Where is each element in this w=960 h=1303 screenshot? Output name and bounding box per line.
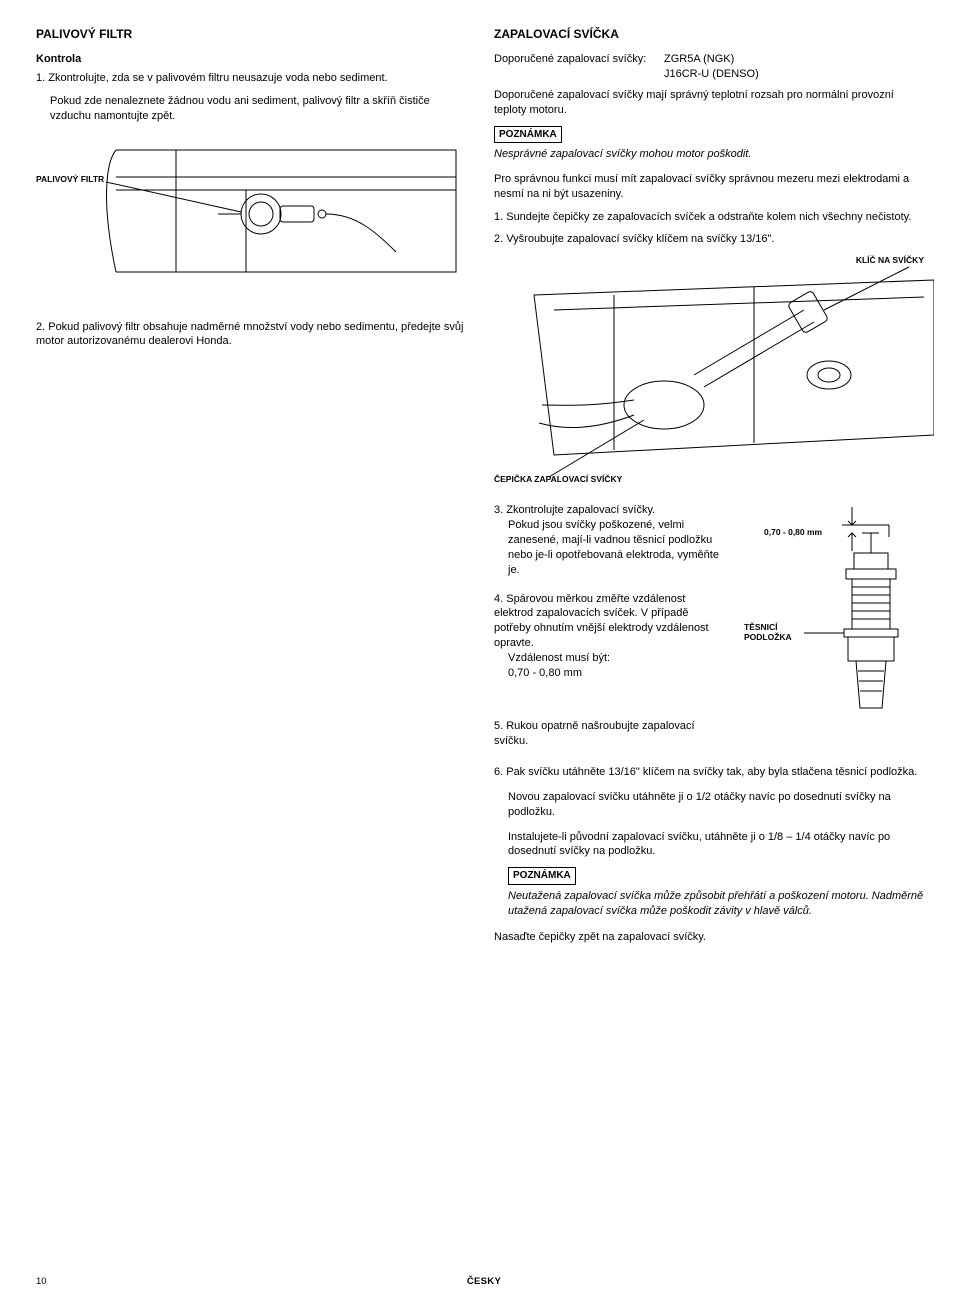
- right-step-6b: Novou zapalovací svíčku utáhněte ji o 1/…: [494, 790, 924, 820]
- two-column-layout: PALIVOVÝ FILTR Kontrola 1. Zkontrolujte,…: [36, 26, 924, 953]
- note-box-1: POZNÁMKA: [494, 126, 562, 144]
- wrench-label: KLÍČ NA SVÍČKY: [856, 255, 924, 266]
- page-number: 10: [36, 1276, 47, 1289]
- gap-value-label: 0,70 - 0,80 mm: [764, 527, 822, 538]
- note-text-2: Neutažená zapalovací svíčka může způsobi…: [508, 889, 924, 919]
- note-box-2: POZNÁMKA: [508, 867, 576, 885]
- right-step-1: 1. Sundejte čepičky ze zapalovacích svíč…: [494, 210, 924, 225]
- left-column: PALIVOVÝ FILTR Kontrola 1. Zkontrolujte,…: [36, 26, 466, 953]
- right-step-7: Nasaďte čepičky zpět na zapalovací svíčk…: [494, 930, 924, 945]
- right-step-6c: Instalujete-li původní zapalovací svíčku…: [494, 830, 924, 860]
- right-p1: Doporučené zapalovací svíčky mají správn…: [494, 88, 924, 118]
- left-step-1a: 1. Zkontrolujte, zda se v palivovém filt…: [36, 71, 466, 86]
- right-step-4c: 0,70 - 0,80 mm: [494, 666, 726, 681]
- spark-plug-heading: ZAPALOVACÍ SVÍČKA: [494, 26, 924, 42]
- right-step-5: 5. Rukou opatrně našroubujte zapalovací …: [494, 719, 724, 749]
- wrench-svg: [494, 255, 934, 485]
- recommended-plugs-row: Doporučené zapalovací svíčky: ZGR5A (NGK…: [494, 52, 924, 82]
- fuel-filter-heading: PALIVOVÝ FILTR: [36, 26, 466, 42]
- rec-val-2: J16CR-U (DENSO): [664, 68, 759, 80]
- fuel-filter-figure: PALIVOVÝ FILTR: [36, 132, 466, 302]
- footer-language: ČESKY: [467, 1276, 501, 1289]
- note-text-1: Nesprávné zapalovací svíčky mohou motor …: [494, 147, 924, 162]
- left-step-2: 2. Pokud palivový filtr obsahuje nadměrn…: [36, 320, 466, 350]
- fuel-filter-fig-label: PALIVOVÝ FILTR: [36, 174, 104, 185]
- recommended-label: Doporučené zapalovací svíčky:: [494, 52, 664, 82]
- right-step-3b: Pokud jsou svíčky poškozené, velmi zanes…: [494, 518, 726, 577]
- recommended-values: ZGR5A (NGK) J16CR-U (DENSO): [664, 52, 759, 82]
- step3-block: 3. Zkontrolujte zapalovací svíčky. Pokud…: [494, 503, 924, 713]
- left-step-1b: Pokud zde nenaleznete žádnou vodu ani se…: [36, 94, 466, 124]
- right-step-4b: Vzdálenost musí být:: [494, 651, 726, 666]
- washer-label: TĚSNICÍ PODLOŽKA: [744, 623, 804, 642]
- right-step-2: 2. Vyšroubujte zapalovací svíčky klíčem …: [494, 232, 924, 247]
- cap-label: ČEPIČKA ZAPALOVACÍ SVÍČKY: [494, 474, 622, 485]
- rec-val-1: ZGR5A (NGK): [664, 53, 734, 65]
- right-column: ZAPALOVACÍ SVÍČKA Doporučené zapalovací …: [494, 26, 924, 953]
- fuel-filter-svg: [36, 132, 466, 302]
- check-subheading: Kontrola: [36, 52, 466, 67]
- page-footer: 10 ČESKY .: [36, 1276, 924, 1289]
- right-step-4a: 4. Spárovou měrkou změřte vzdálenost ele…: [494, 592, 726, 651]
- right-p2: Pro správnou funkci musí mít zapalovací …: [494, 172, 924, 202]
- wrench-figure: KLÍČ NA SVÍČKY: [494, 255, 924, 485]
- right-step-3a: 3. Zkontrolujte zapalovací svíčky.: [494, 503, 726, 518]
- right-step-6a: 6. Pak svíčku utáhněte 13/16" klíčem na …: [494, 765, 924, 780]
